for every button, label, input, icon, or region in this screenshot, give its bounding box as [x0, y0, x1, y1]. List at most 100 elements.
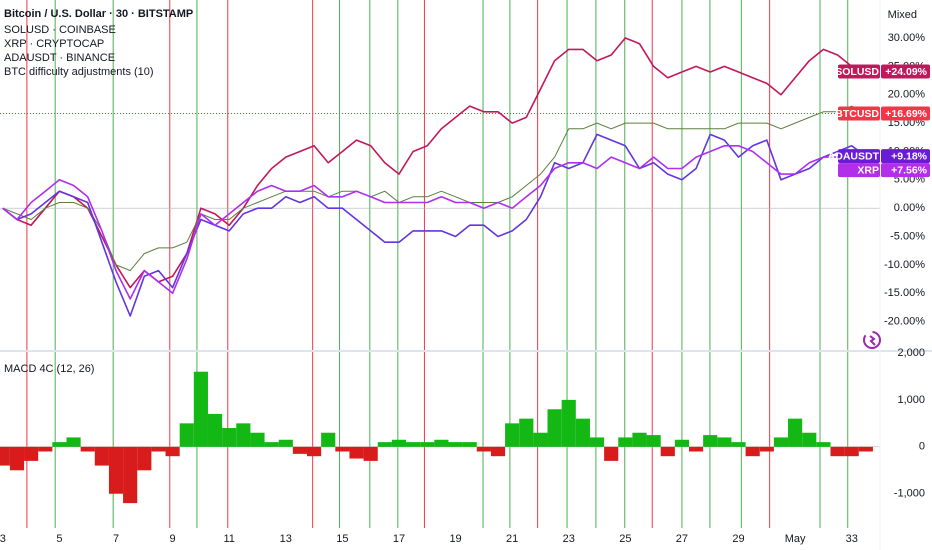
y-tick-label: 20.00%	[888, 89, 926, 101]
macd-bar	[717, 437, 732, 447]
tag-name-box	[838, 149, 880, 164]
macd-bar	[689, 446, 704, 452]
macd-bar	[788, 418, 803, 447]
macd-bar	[151, 446, 166, 452]
x-tick-label: 19	[449, 533, 461, 545]
logo	[863, 331, 881, 349]
x-tick-label: 11	[223, 533, 234, 545]
chart-title: Bitcoin / U.S. Dollar · 30 · BITSTAMP	[4, 8, 193, 20]
macd-bar	[632, 432, 647, 447]
series-line	[2, 133, 867, 317]
tag-value: +9.18%	[891, 150, 928, 162]
macd-title: MACD 4C (12, 26)	[4, 363, 94, 375]
macd-bar	[377, 442, 392, 447]
macd-bar	[462, 442, 477, 447]
x-tick-label: 5	[56, 533, 62, 545]
macd-bar	[802, 432, 817, 447]
x-tick-label: 17	[393, 533, 405, 545]
macd-bar	[264, 442, 279, 447]
macd-bar	[292, 446, 308, 454]
macd-bar	[745, 446, 760, 457]
macd-bar	[660, 446, 675, 457]
tag-name: SOLUSD	[835, 66, 879, 78]
x-tick-label: 25	[619, 533, 631, 545]
macd-bar	[123, 446, 138, 504]
scale-mode[interactable]: Mixed	[888, 9, 917, 21]
macd-bar	[490, 446, 506, 457]
tag-value-box	[881, 106, 930, 121]
legend-entry: XRP · CRYPTOCAP	[4, 38, 104, 50]
macd-tick-label: 0	[919, 441, 925, 453]
macd-bar	[24, 446, 39, 461]
macd-bar	[505, 423, 520, 447]
macd-bar	[816, 442, 831, 447]
macd-bar	[0, 446, 10, 466]
x-tick-label: 9	[170, 533, 176, 545]
tag-value: +16.69%	[885, 108, 927, 120]
macd-bar	[858, 446, 873, 452]
tag-value-box	[881, 163, 930, 178]
macd-bar	[844, 446, 859, 457]
x-tick-label: 33	[846, 533, 858, 545]
tag-value: +24.09%	[885, 66, 927, 78]
macd-bar	[236, 423, 251, 447]
macd-tick-label: 1,000	[897, 394, 925, 406]
tag-name: ADAUSDT	[828, 150, 880, 162]
macd-bar	[349, 446, 364, 459]
macd-bar	[547, 409, 562, 447]
macd-bar	[207, 413, 223, 447]
y-tick-label: -5.00%	[890, 230, 925, 242]
tag-name-box	[838, 106, 880, 121]
x-tick-label: 7	[113, 533, 119, 545]
macd-bar	[165, 446, 180, 457]
x-tick-label: 13	[280, 533, 292, 545]
y-tick-label: -10.00%	[884, 259, 925, 271]
macd-bar	[391, 439, 407, 447]
macd-bar	[38, 446, 53, 452]
macd-bar	[830, 446, 845, 457]
x-tick-label: 27	[676, 533, 688, 545]
macd-bar	[448, 442, 463, 447]
x-tick-label: 15	[336, 533, 348, 545]
y-tick-label: -15.00%	[884, 287, 925, 299]
macd-bar	[618, 437, 633, 447]
y-tick-label: -20.00%	[884, 316, 925, 328]
macd-bar	[604, 446, 619, 461]
series-line	[2, 145, 867, 300]
legend-entry: SOLUSD · COINBASE	[4, 24, 116, 36]
indicator-label: BTC difficulty adjustments (10)	[4, 66, 154, 78]
macd-bar	[307, 446, 322, 457]
macd-tick-label: 2,000	[897, 347, 925, 359]
x-tick-label: 3	[0, 533, 6, 545]
x-tick-label: 29	[732, 533, 744, 545]
macd-bar	[519, 418, 534, 447]
x-tick-label: May	[785, 533, 806, 545]
macd-bar	[575, 418, 590, 447]
macd-bar	[363, 446, 378, 461]
tag-value-box	[881, 64, 930, 79]
macd-bar	[434, 439, 449, 447]
x-tick-label: 23	[563, 533, 575, 545]
tag-value-box	[881, 149, 930, 164]
macd-bar	[533, 432, 548, 447]
macd-bar	[773, 437, 789, 447]
macd-bar	[703, 435, 718, 447]
macd-bar	[9, 446, 25, 471]
tag-name: XRP	[857, 164, 879, 176]
tag-name-box	[838, 163, 880, 178]
macd-tick-label: -1,000	[894, 488, 925, 500]
macd-bar	[179, 423, 194, 447]
macd-bar	[94, 446, 109, 466]
x-tick-label: 21	[506, 533, 518, 545]
macd-bar	[561, 399, 576, 447]
macd-bar	[759, 446, 774, 452]
tag-name: BTCUSD	[835, 108, 879, 120]
y-tick-label: 30.00%	[888, 32, 926, 44]
macd-bar	[80, 446, 95, 452]
macd-bar	[335, 446, 350, 452]
macd-bar	[137, 446, 152, 471]
y-tick-label: 0.00%	[894, 202, 925, 214]
tag-name-box	[838, 64, 880, 79]
macd-bar	[476, 446, 491, 452]
